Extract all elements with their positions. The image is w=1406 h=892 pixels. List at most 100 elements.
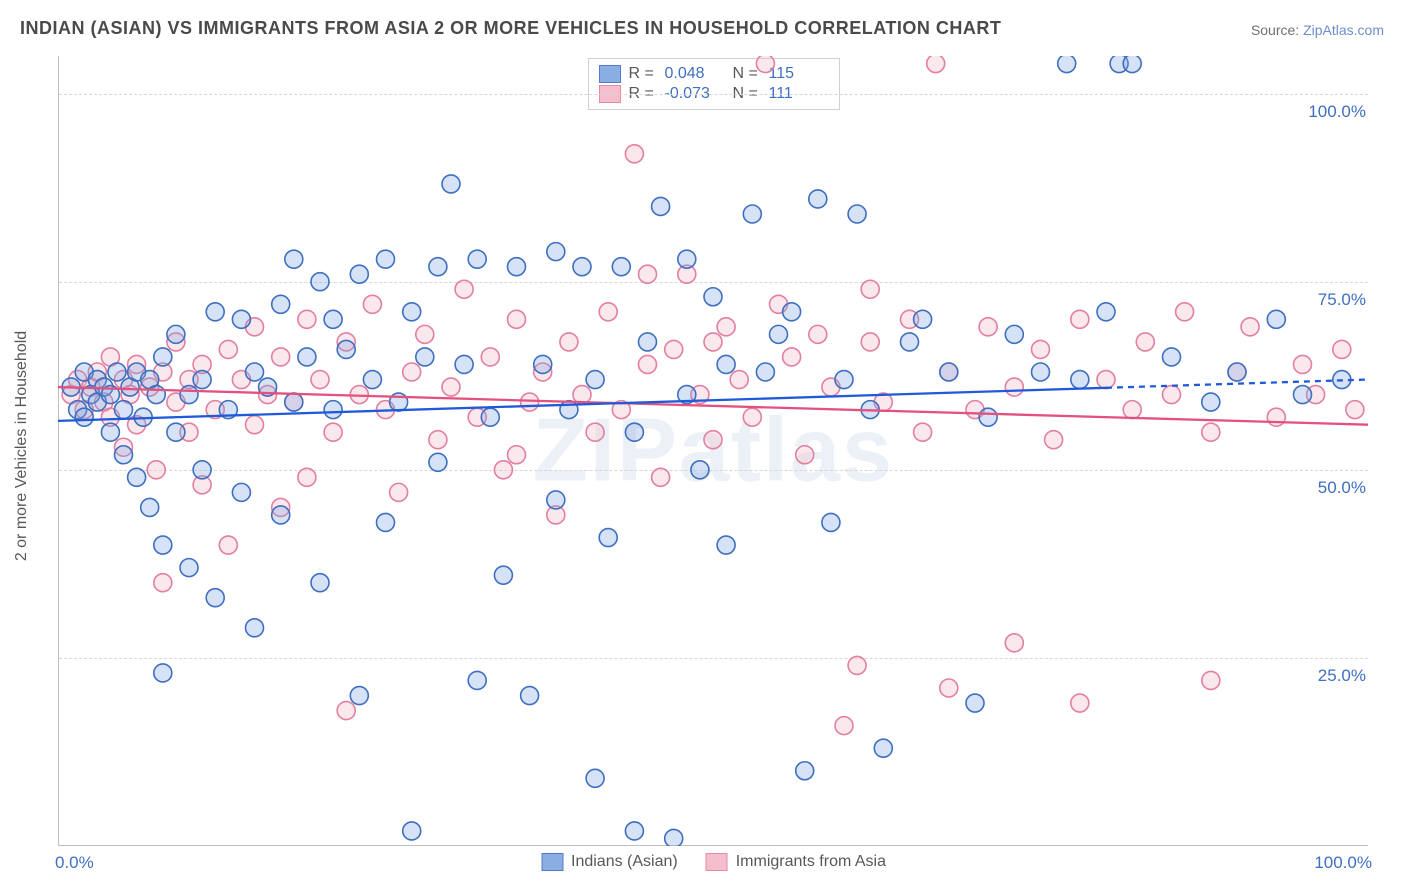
data-point — [455, 280, 473, 298]
data-point — [756, 56, 774, 73]
data-point — [861, 333, 879, 351]
data-point — [665, 829, 683, 846]
data-point — [494, 566, 512, 584]
data-point — [822, 513, 840, 531]
data-point — [350, 687, 368, 705]
data-point — [704, 288, 722, 306]
data-point — [1005, 378, 1023, 396]
data-point — [246, 416, 264, 434]
data-point — [1202, 393, 1220, 411]
data-point — [927, 56, 945, 73]
data-point — [940, 363, 958, 381]
data-point — [147, 386, 165, 404]
data-point — [599, 529, 617, 547]
data-point — [534, 355, 552, 373]
data-point — [455, 355, 473, 373]
data-point — [639, 355, 657, 373]
data-point — [1228, 363, 1246, 381]
data-point — [835, 371, 853, 389]
data-point — [206, 589, 224, 607]
data-point — [180, 386, 198, 404]
data-point — [796, 446, 814, 464]
data-point — [796, 762, 814, 780]
data-point — [743, 205, 761, 223]
data-point — [108, 363, 126, 381]
chart-title: INDIAN (ASIAN) VS IMMIGRANTS FROM ASIA 2… — [20, 18, 1001, 39]
data-point — [468, 671, 486, 689]
data-point — [481, 348, 499, 366]
data-point — [586, 769, 604, 787]
legend-item-pink: Immigrants from Asia — [706, 853, 886, 871]
legend-swatch-pink — [706, 853, 728, 871]
data-point — [154, 536, 172, 554]
data-point — [586, 423, 604, 441]
data-point — [756, 363, 774, 381]
data-point — [573, 258, 591, 276]
data-point — [861, 280, 879, 298]
data-point — [1097, 371, 1115, 389]
data-point — [363, 295, 381, 313]
source-value: ZipAtlas.com — [1303, 22, 1384, 38]
data-point — [1071, 310, 1089, 328]
series-legend: Indians (Asian) Immigrants from Asia — [541, 853, 886, 871]
data-point — [272, 506, 290, 524]
data-point — [468, 250, 486, 268]
legend-label-blue: Indians (Asian) — [571, 853, 678, 871]
data-point — [560, 333, 578, 351]
data-point — [128, 468, 146, 486]
data-point — [377, 513, 395, 531]
data-point — [835, 717, 853, 735]
data-point — [979, 318, 997, 336]
data-point — [1032, 363, 1050, 381]
data-point — [914, 310, 932, 328]
data-point — [665, 340, 683, 358]
data-point — [154, 664, 172, 682]
data-point — [508, 446, 526, 464]
scatter-svg — [58, 56, 1368, 846]
data-point — [874, 739, 892, 757]
data-point — [730, 371, 748, 389]
data-point — [809, 325, 827, 343]
data-point — [652, 468, 670, 486]
data-point — [219, 340, 237, 358]
data-point — [416, 348, 434, 366]
legend-swatch-blue — [541, 853, 563, 871]
data-point — [442, 175, 460, 193]
data-point — [1123, 56, 1141, 73]
data-point — [429, 453, 447, 471]
data-point — [1045, 431, 1063, 449]
data-point — [625, 145, 643, 163]
data-point — [285, 250, 303, 268]
data-point — [219, 536, 237, 554]
data-point — [1294, 386, 1312, 404]
data-point — [717, 355, 735, 373]
data-point — [147, 461, 165, 479]
data-point — [1202, 671, 1220, 689]
data-point — [403, 363, 421, 381]
data-point — [1071, 694, 1089, 712]
data-point — [783, 348, 801, 366]
data-point — [193, 371, 211, 389]
data-point — [547, 243, 565, 261]
data-point — [809, 190, 827, 208]
data-point — [625, 822, 643, 840]
data-point — [324, 401, 342, 419]
data-point — [717, 318, 735, 336]
source-label: Source: — [1251, 22, 1299, 38]
data-point — [101, 423, 119, 441]
data-point — [717, 536, 735, 554]
data-point — [167, 423, 185, 441]
data-point — [403, 303, 421, 321]
data-point — [508, 310, 526, 328]
data-point — [311, 574, 329, 592]
data-point — [390, 483, 408, 501]
data-point — [1267, 408, 1285, 426]
data-point — [639, 265, 657, 283]
data-point — [1163, 348, 1181, 366]
data-point — [704, 333, 722, 351]
data-point — [311, 273, 329, 291]
data-point — [377, 250, 395, 268]
data-point — [1163, 386, 1181, 404]
data-point — [272, 348, 290, 366]
data-point — [599, 303, 617, 321]
